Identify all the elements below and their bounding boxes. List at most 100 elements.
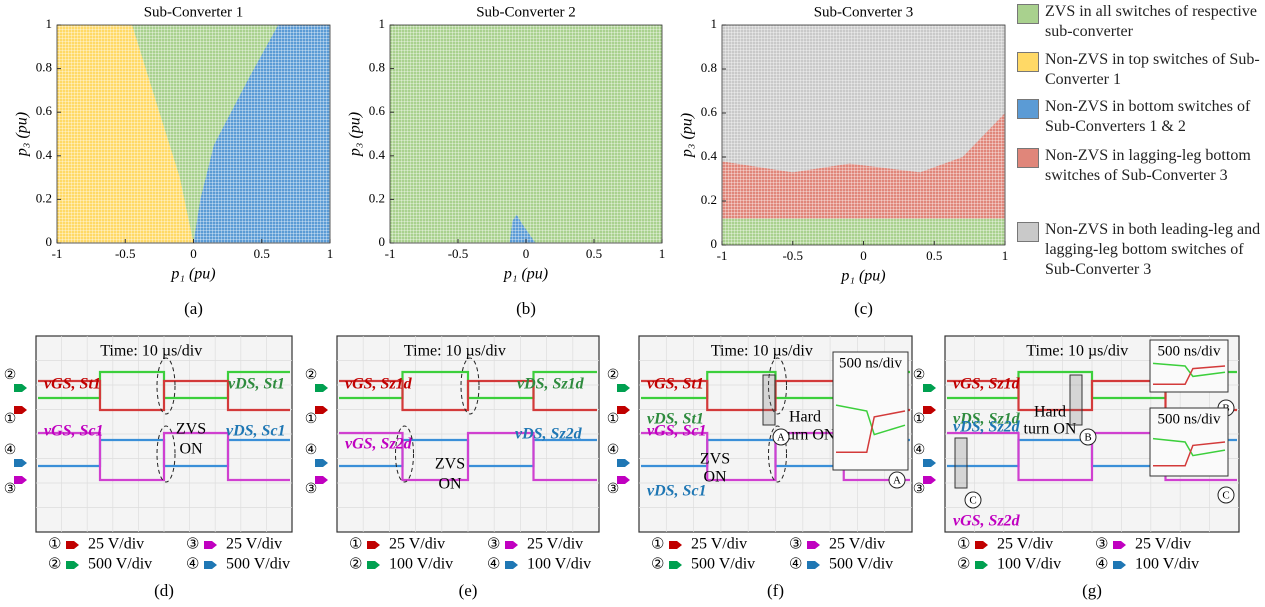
page: {"chart_data":[ {"type":"region","title"… xyxy=(0,0,1265,607)
channel-number: ① xyxy=(349,536,362,552)
time-scale: Time: 10 µs/div xyxy=(100,343,202,360)
scale-label: 25 V/div xyxy=(389,536,445,553)
channel-arrow xyxy=(14,459,27,467)
annotation: ON xyxy=(703,469,727,486)
signal-label: vGS, Sz1d xyxy=(345,376,413,393)
channel-number: ④ xyxy=(487,556,500,572)
scale-label: 25 V/div xyxy=(226,536,282,553)
inset-label: 500 ns/div xyxy=(1158,343,1221,359)
scale-label: 100 V/div xyxy=(1135,556,1199,573)
scale-label: 25 V/div xyxy=(997,536,1053,553)
channel-arrow xyxy=(1113,541,1126,549)
annotation: ZVS xyxy=(435,456,465,473)
channel-arrow xyxy=(204,561,217,569)
y-tick-label: 0.2 xyxy=(701,192,717,207)
channel-number: ③ xyxy=(607,482,620,497)
channel-number: ① xyxy=(651,536,664,552)
x-tick-label: 1 xyxy=(327,246,334,261)
channel-number: ④ xyxy=(186,556,199,572)
caption: (e) xyxy=(459,581,478,600)
channel-arrow xyxy=(669,541,682,549)
scale-label: 25 V/div xyxy=(829,536,885,553)
channel-number: ② xyxy=(48,556,61,572)
channel-arrow xyxy=(975,541,988,549)
figure: -1-0.500.5100.20.40.60.81Sub-Converter 1… xyxy=(0,0,1265,607)
channel-arrow xyxy=(807,561,820,569)
annotation: Hard xyxy=(789,409,821,426)
signal-label: vGS, Sz1d xyxy=(953,376,1021,393)
channel-arrow xyxy=(923,459,936,467)
channel-number: ④ xyxy=(607,443,620,458)
y-tick-label: 0.8 xyxy=(701,60,717,75)
annotation: turn ON xyxy=(783,427,836,444)
channel-number: ④ xyxy=(4,443,17,458)
texture xyxy=(390,25,662,243)
x-axis-label: p₁ (pu) xyxy=(170,266,215,283)
x-tick-label: 0.5 xyxy=(254,246,270,261)
y-tick-label: 0.4 xyxy=(36,147,53,162)
channel-arrow xyxy=(505,561,518,569)
scale-label: 25 V/div xyxy=(1135,536,1191,553)
signal-label: vDS, Sz1d xyxy=(517,376,585,393)
x-axis-label: p₁ (pu) xyxy=(503,266,548,283)
y-tick-label: 0.2 xyxy=(369,190,385,205)
channel-arrow xyxy=(505,541,518,549)
channel-number: ② xyxy=(913,368,926,383)
signal-label: vDS, Sz2d xyxy=(953,419,1021,436)
channel-number: ① xyxy=(4,412,17,427)
chart-title: Sub-Converter 2 xyxy=(476,4,576,20)
channel-number: ③ xyxy=(1095,536,1108,552)
y-tick-label: 1 xyxy=(711,16,718,31)
scale-label: 500 V/div xyxy=(829,556,893,573)
y-tick-label: 0.6 xyxy=(701,104,718,119)
channel-arrow xyxy=(204,541,217,549)
channel-arrow xyxy=(1113,561,1126,569)
channel-number: ② xyxy=(4,368,17,383)
chart-title: Sub-Converter 3 xyxy=(814,4,914,20)
scale-label: 25 V/div xyxy=(88,536,144,553)
y-tick-label: 0.6 xyxy=(36,103,53,118)
x-tick-label: -1 xyxy=(52,246,63,261)
channel-number: ① xyxy=(48,536,61,552)
inset-label: 500 ns/div xyxy=(839,355,902,371)
y-tick-label: 1 xyxy=(46,16,53,31)
y-tick-label: 0.4 xyxy=(701,148,718,163)
marker-letter: B xyxy=(1084,432,1091,444)
x-tick-label: 0 xyxy=(523,246,530,261)
y-tick-label: 0.8 xyxy=(36,60,52,75)
y-axis-label: p₃ (pu) xyxy=(347,112,364,157)
channel-arrow xyxy=(315,384,328,392)
time-scale: Time: 10 µs/div xyxy=(711,343,813,360)
channel-number: ② xyxy=(957,556,970,572)
y-tick-label: 0 xyxy=(46,234,53,249)
channel-number: ③ xyxy=(4,482,17,497)
channel-arrow xyxy=(923,384,936,392)
caption: (c) xyxy=(854,299,873,318)
x-tick-label: 0 xyxy=(190,246,197,261)
chart-title: Sub-Converter 1 xyxy=(144,4,244,20)
scale-label: 100 V/div xyxy=(389,556,453,573)
legend-swatch xyxy=(1017,4,1039,24)
x-tick-label: 0.5 xyxy=(926,248,942,263)
annotation: Hard xyxy=(1034,404,1066,421)
time-scale: Time: 10 µs/div xyxy=(1026,343,1128,360)
annotation: ZVS xyxy=(176,421,206,438)
texture xyxy=(57,25,330,243)
channel-number: ① xyxy=(913,412,926,427)
channel-number: ② xyxy=(607,368,620,383)
channel-number: ③ xyxy=(913,482,926,497)
time-scale: Time: 10 µs/div xyxy=(404,343,506,360)
caption: (a) xyxy=(184,299,203,318)
y-tick-label: 0.2 xyxy=(36,190,52,205)
x-tick-label: 1 xyxy=(1002,248,1009,263)
signal-label: vGS, St1 xyxy=(647,376,704,393)
channel-number: ② xyxy=(651,556,664,572)
x-tick-label: -1 xyxy=(385,246,396,261)
legend-swatch xyxy=(1017,222,1039,242)
channel-number: ③ xyxy=(186,536,199,552)
marker-letter: A xyxy=(893,475,901,487)
marker-letter: C xyxy=(1222,490,1229,502)
channel-number: ③ xyxy=(789,536,802,552)
annotation: ON xyxy=(438,476,462,493)
